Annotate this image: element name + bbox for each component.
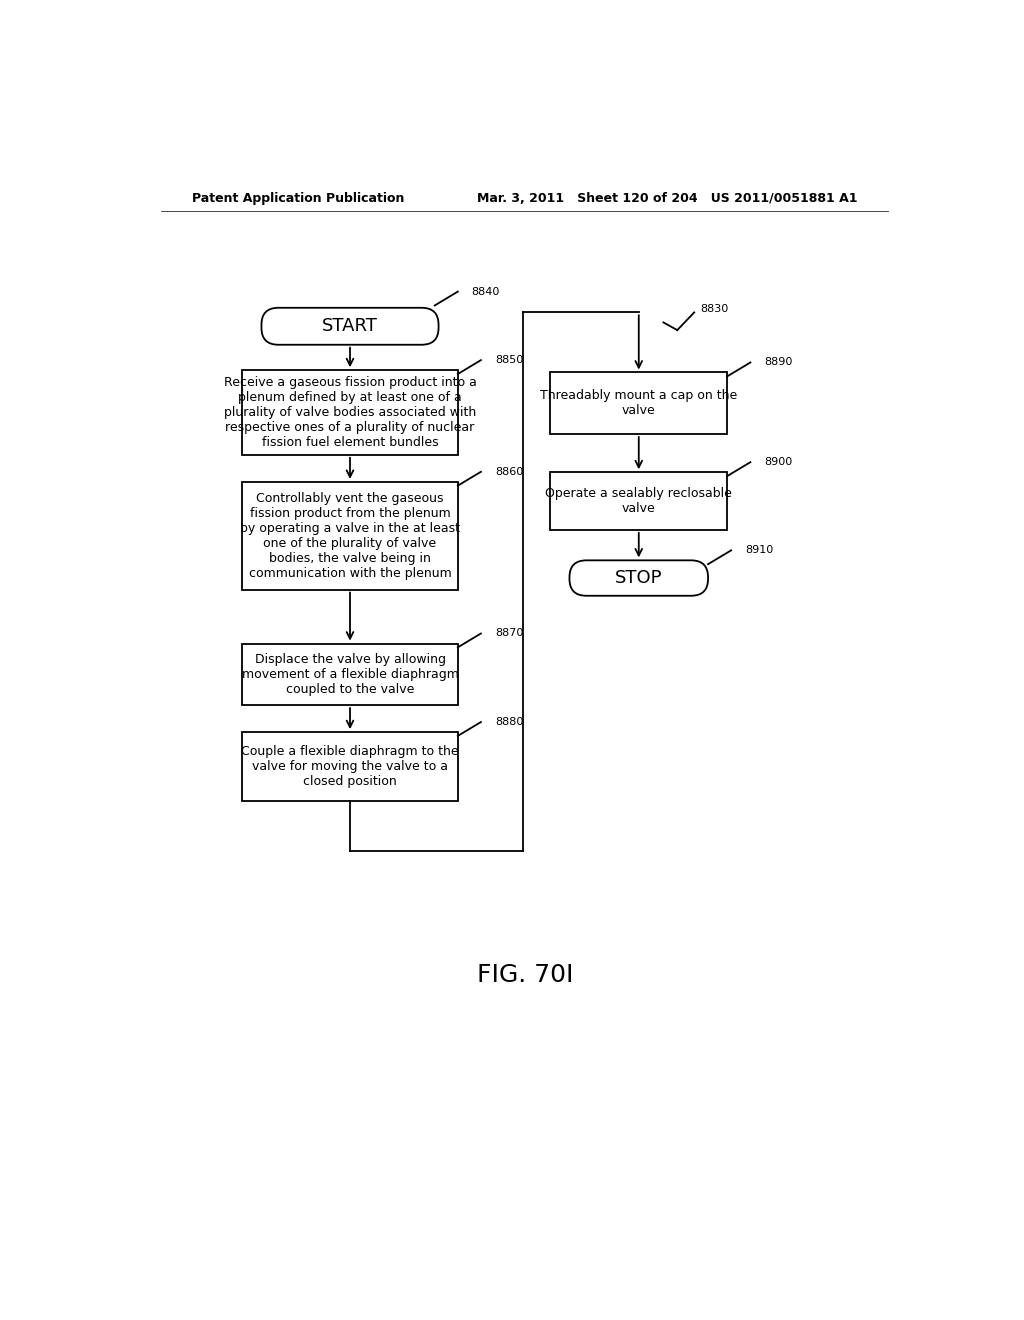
Text: Operate a sealably reclosable
valve: Operate a sealably reclosable valve <box>546 487 732 515</box>
Bar <box>243 370 458 455</box>
Text: 8870: 8870 <box>495 628 523 639</box>
Text: STOP: STOP <box>615 569 663 587</box>
Text: 8850: 8850 <box>495 355 523 366</box>
Text: Mar. 3, 2011   Sheet 120 of 204   US 2011/0051881 A1: Mar. 3, 2011 Sheet 120 of 204 US 2011/00… <box>477 191 857 205</box>
Text: Controllably vent the gaseous
fission product from the plenum
by operating a val: Controllably vent the gaseous fission pr… <box>240 492 460 579</box>
Text: Patent Application Publication: Patent Application Publication <box>193 191 404 205</box>
Text: 8910: 8910 <box>745 545 773 556</box>
Text: 8880: 8880 <box>495 717 523 727</box>
Bar <box>243 644 458 705</box>
Text: START: START <box>323 317 378 335</box>
Text: 8830: 8830 <box>700 304 729 314</box>
Text: Threadably mount a cap on the
valve: Threadably mount a cap on the valve <box>540 389 737 417</box>
Bar <box>550 372 727 434</box>
Text: 8900: 8900 <box>764 457 793 467</box>
Text: FIG. 70I: FIG. 70I <box>476 962 573 986</box>
Text: Displace the valve by allowing
movement of a flexible diaphragm
coupled to the v: Displace the valve by allowing movement … <box>242 653 459 696</box>
Text: 8890: 8890 <box>764 358 793 367</box>
FancyBboxPatch shape <box>569 561 708 595</box>
Bar <box>243 482 458 590</box>
Text: 8840: 8840 <box>472 286 500 297</box>
Bar <box>243 733 458 801</box>
Text: 8860: 8860 <box>495 467 523 477</box>
FancyBboxPatch shape <box>261 308 438 345</box>
Text: Receive a gaseous fission product into a
plenum defined by at least one of a
plu: Receive a gaseous fission product into a… <box>223 376 476 449</box>
Text: Couple a flexible diaphragm to the
valve for moving the valve to a
closed positi: Couple a flexible diaphragm to the valve… <box>242 746 459 788</box>
Bar <box>550 473 727 529</box>
